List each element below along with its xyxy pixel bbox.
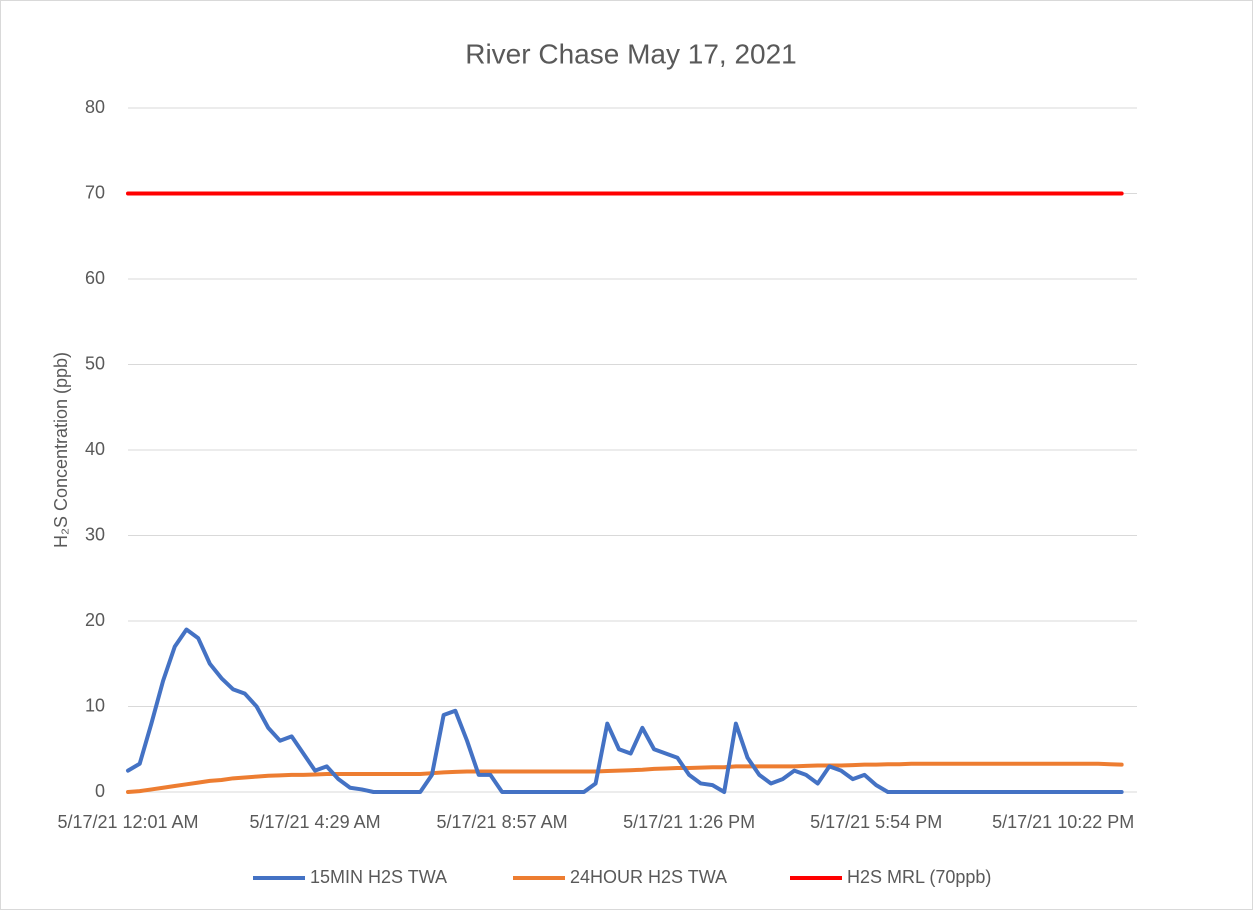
data-line	[126, 627, 1124, 794]
x-tick-label: 5/17/21 10:22 PM	[992, 812, 1134, 832]
y-tick-label: 80	[85, 97, 105, 117]
y-tick-label: 50	[85, 353, 105, 373]
y-tick-label: 10	[85, 695, 105, 715]
y-tick-label: 70	[85, 182, 105, 202]
y-tick-label: 0	[95, 781, 105, 801]
y-tick-label: 60	[85, 268, 105, 288]
y-tick-label: 30	[85, 524, 105, 544]
x-tick-label: 5/17/21 1:26 PM	[623, 812, 755, 832]
y-axis-label: H₂S Concentration (ppb)	[51, 352, 71, 548]
x-tick-label: 5/17/21 12:01 AM	[57, 812, 198, 832]
x-tick-label: 5/17/21 4:29 AM	[249, 812, 380, 832]
chart-title: River Chase May 17, 2021	[465, 38, 797, 69]
legend-label: H2S MRL (70ppb)	[847, 867, 991, 887]
legend-label: 15MIN H2S TWA	[310, 867, 447, 887]
data-line	[126, 761, 1124, 794]
x-tick-label: 5/17/21 5:54 PM	[810, 812, 942, 832]
y-tick-label: 40	[85, 439, 105, 459]
x-tick-label: 5/17/21 8:57 AM	[437, 812, 568, 832]
legend-label: 24HOUR H2S TWA	[570, 867, 727, 887]
y-tick-label: 20	[85, 610, 105, 630]
